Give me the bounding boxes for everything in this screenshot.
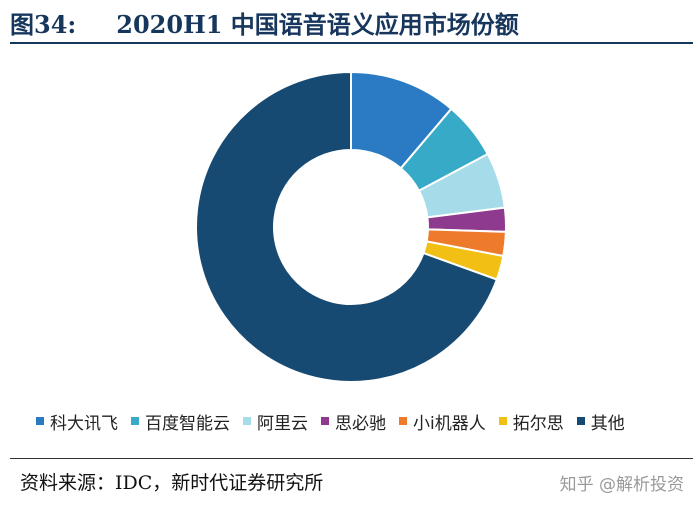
legend-item: 科大讯飞: [36, 409, 118, 434]
legend-label: 其他: [590, 413, 625, 434]
legend-item: 小i机器人: [399, 409, 486, 434]
legend-item: 阿里云: [243, 409, 308, 434]
legend-item: 百度智能云: [131, 409, 230, 434]
legend-label: 科大讯飞: [50, 413, 118, 434]
figure-number: 图34:: [10, 9, 77, 39]
legend-label: 小i机器人: [413, 413, 486, 434]
donut-chart: [195, 70, 507, 383]
legend-item: 拓尔思: [498, 409, 564, 434]
figure-title: 图34: 2020H1 中国语音语义应用市场份额: [10, 4, 690, 40]
legend-swatch: [131, 417, 139, 425]
source-note: 资料来源：IDC，新时代证券研究所: [20, 472, 324, 494]
legend-swatch: [576, 417, 585, 425]
legend-swatch: [498, 417, 507, 425]
title-divider: [10, 42, 693, 44]
chart-title: 2020H1 中国语音语义应用市场份额: [116, 9, 519, 39]
legend-item: 思必驰: [321, 409, 386, 434]
legend-label: 拓尔思: [512, 413, 564, 434]
donut-slice-7: [195, 70, 499, 383]
watermark: 知乎 @解析投资: [559, 475, 684, 495]
chart-legend: 科大讯飞 百度智能云 阿里云 思必驰 小i机器人 拓尔思 其他: [36, 404, 686, 438]
legend-label: 思必驰: [335, 413, 386, 434]
legend-item: 其他: [576, 409, 625, 434]
legend-swatch: [243, 417, 251, 425]
legend-swatch: [321, 417, 329, 425]
legend-label: 阿里云: [257, 413, 308, 434]
legend-swatch: [36, 417, 44, 425]
legend-swatch: [399, 417, 407, 425]
legend-label: 百度智能云: [145, 413, 230, 434]
source-divider: [10, 458, 693, 459]
